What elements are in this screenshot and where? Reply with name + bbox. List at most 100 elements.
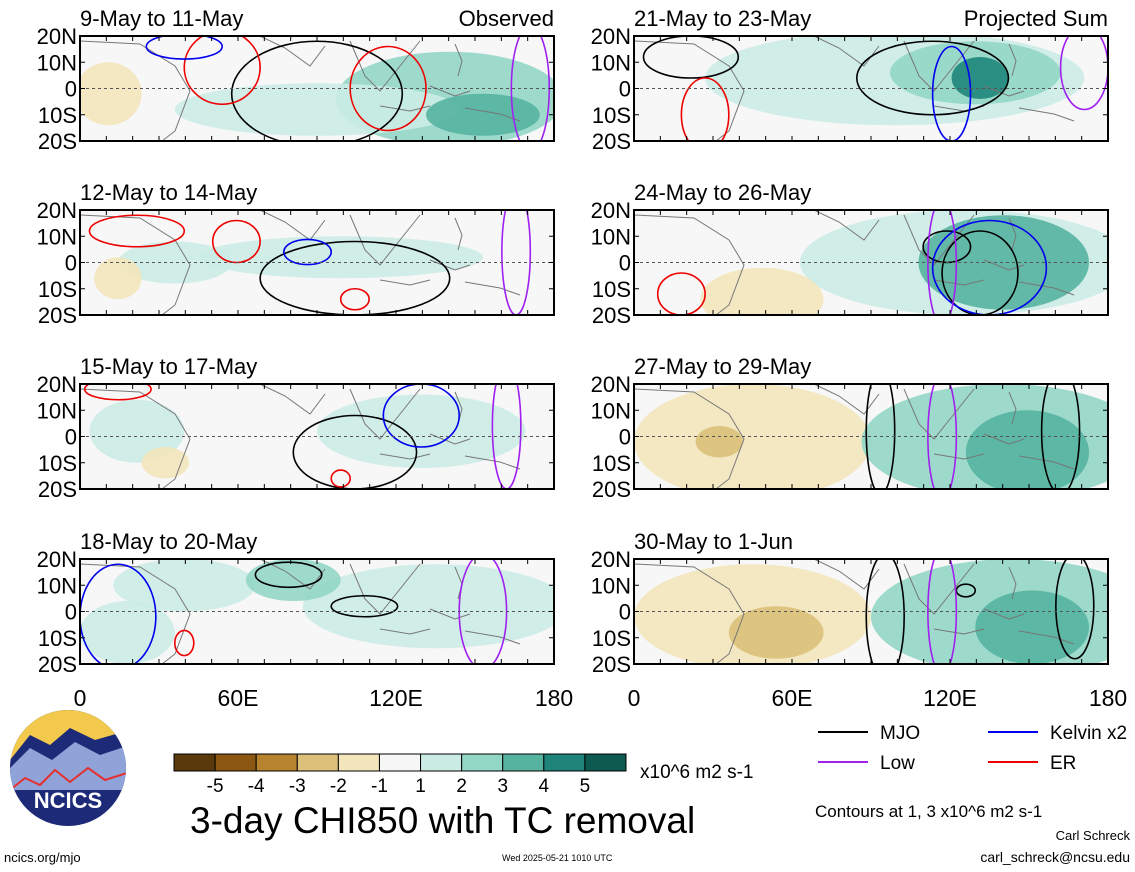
anomaly-shading	[634, 559, 1108, 664]
se-asia-coast	[349, 40, 421, 92]
shading-blob	[965, 410, 1090, 489]
contour-mjo	[1040, 384, 1081, 489]
contour-low	[491, 384, 522, 489]
africa-coast	[634, 40, 745, 141]
contour-mjo	[1055, 559, 1095, 660]
contour-mjo	[865, 559, 905, 664]
colorbar-swatch	[296, 753, 339, 772]
y-tick-label: 20S	[38, 652, 77, 677]
contour-kelvin-x2	[145, 36, 223, 60]
contour-low	[1059, 36, 1108, 111]
colorbar-label: 2	[456, 776, 467, 797]
panel-date-label: 15-May to 17-May	[80, 354, 257, 379]
philippines-coast	[1008, 566, 1017, 600]
logo-text: NCICS	[34, 788, 102, 813]
y-tick-label: 20S	[38, 303, 77, 328]
contour-er	[330, 469, 351, 488]
y-tick-label: 0	[619, 251, 631, 276]
y-tick-label: 0	[619, 600, 631, 625]
y-tick-label: 20S	[38, 477, 77, 502]
india-coast	[259, 210, 326, 241]
y-tick-label: 0	[65, 251, 77, 276]
colorbar-swatch	[461, 753, 504, 772]
shading-blob	[80, 601, 175, 664]
contour-er	[183, 36, 261, 106]
africa-coast	[634, 563, 745, 664]
colorbar-swatch	[502, 753, 545, 772]
contour-kelvin-x2	[382, 384, 460, 448]
colorbar-label: -3	[289, 776, 306, 797]
wave-contours	[83, 384, 522, 489]
x-tick-label: 180	[535, 685, 573, 711]
india-coast	[259, 559, 326, 590]
contour-mjo	[941, 230, 1019, 315]
y-tick-label: 10S	[38, 626, 77, 651]
contour-note: Contours at 1, 3 x10^6 m2 s-1	[815, 802, 1043, 821]
shading-blob	[975, 590, 1090, 664]
contour-er	[339, 287, 370, 311]
y-tick-label: 10N	[37, 50, 77, 75]
maritime-islands	[933, 433, 1075, 470]
y-tick-label: 0	[619, 77, 631, 102]
se-asia-coast	[903, 563, 975, 615]
ncics-logo: NCICS	[10, 710, 126, 826]
shading-blob	[302, 564, 554, 649]
coastlines	[634, 384, 1075, 489]
colorbar-swatch	[420, 753, 463, 772]
shading-blob	[80, 62, 142, 126]
y-tick-label: 10S	[592, 451, 631, 476]
india-coast	[813, 384, 880, 415]
india-coast	[813, 210, 880, 241]
y-tick-label: 10S	[592, 103, 631, 128]
colorbar-swatch	[173, 753, 216, 772]
y-tick-label: 20N	[591, 547, 631, 572]
y-tick-label: 20N	[37, 547, 77, 572]
panel-date-label: 30-May to 1-Jun	[634, 529, 793, 554]
colorbar-swatch	[378, 753, 422, 772]
wave-contours	[865, 559, 1095, 664]
y-tick-label: 10N	[37, 398, 77, 423]
contour-kelvin-x2	[80, 563, 157, 664]
shading-blob	[245, 559, 341, 601]
shading-blob	[634, 384, 871, 489]
y-tick-label: 0	[65, 425, 77, 450]
wave-contours	[642, 36, 1108, 141]
legend: MJO Kelvin x2 Low ER	[818, 723, 1127, 774]
contour-er	[88, 214, 186, 248]
author-name: Carl Schreck	[1055, 828, 1130, 843]
contour-mjo	[855, 40, 1010, 116]
y-tick-label: 10N	[37, 573, 77, 598]
shading-blob	[317, 394, 526, 468]
anomaly-shading	[80, 559, 554, 664]
se-asia-coast	[349, 214, 421, 266]
africa-coast	[634, 214, 745, 315]
shading-blob	[728, 606, 824, 659]
colorbar-swatch	[543, 753, 586, 772]
y-tick-label: 20N	[37, 372, 77, 397]
x-tick-label: 0	[74, 685, 87, 711]
x-tick-label: 120E	[369, 685, 423, 711]
units-label: x10^6 m2 s-1	[640, 762, 754, 783]
x-tick-label: 120E	[923, 685, 977, 711]
maritime-islands	[379, 608, 521, 645]
contour-kelvin-x2	[283, 238, 333, 266]
colorbar-label: -1	[371, 776, 388, 797]
legend-label: Kelvin x2	[1050, 723, 1127, 744]
y-tick-label: 10S	[38, 103, 77, 128]
y-tick-label: 10S	[38, 451, 77, 476]
author-email: carl_schreck@ncsu.edu	[980, 849, 1130, 865]
shading-blob	[426, 93, 540, 136]
contour-er	[174, 629, 195, 657]
se-asia-coast	[903, 214, 975, 266]
contour-low	[927, 210, 958, 315]
africa-coast	[80, 214, 191, 315]
contour-mjo	[230, 40, 404, 141]
colorbar-label: 5	[580, 776, 591, 797]
contour-kelvin-x2	[931, 219, 1048, 315]
africa-coast	[80, 40, 191, 141]
